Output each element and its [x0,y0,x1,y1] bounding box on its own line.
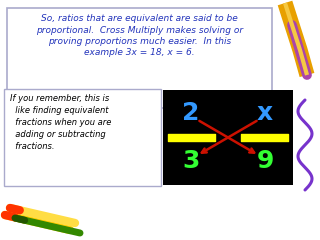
Text: example 3x = 18, x = 6.: example 3x = 18, x = 6. [84,48,195,57]
Text: 9: 9 [256,150,274,174]
FancyBboxPatch shape [4,89,161,186]
Text: x: x [257,102,273,126]
Text: fractions.: fractions. [10,142,54,151]
Text: 3: 3 [182,150,200,174]
Bar [163,90,293,185]
Text: 2: 2 [182,102,200,126]
Text: So, ratios that are equivalent are said to be: So, ratios that are equivalent are said … [41,14,238,23]
FancyBboxPatch shape [7,8,272,108]
Text: adding or subtracting: adding or subtracting [10,130,106,139]
Text: fractions when you are: fractions when you are [10,118,111,127]
Text: proportional.  Cross Multiply makes solving or: proportional. Cross Multiply makes solvi… [36,26,243,35]
Text: If you remember, this is: If you remember, this is [10,94,109,103]
Text: like finding equivalent: like finding equivalent [10,106,108,115]
Text: proving proportions much easier.  In this: proving proportions much easier. In this [48,37,231,46]
